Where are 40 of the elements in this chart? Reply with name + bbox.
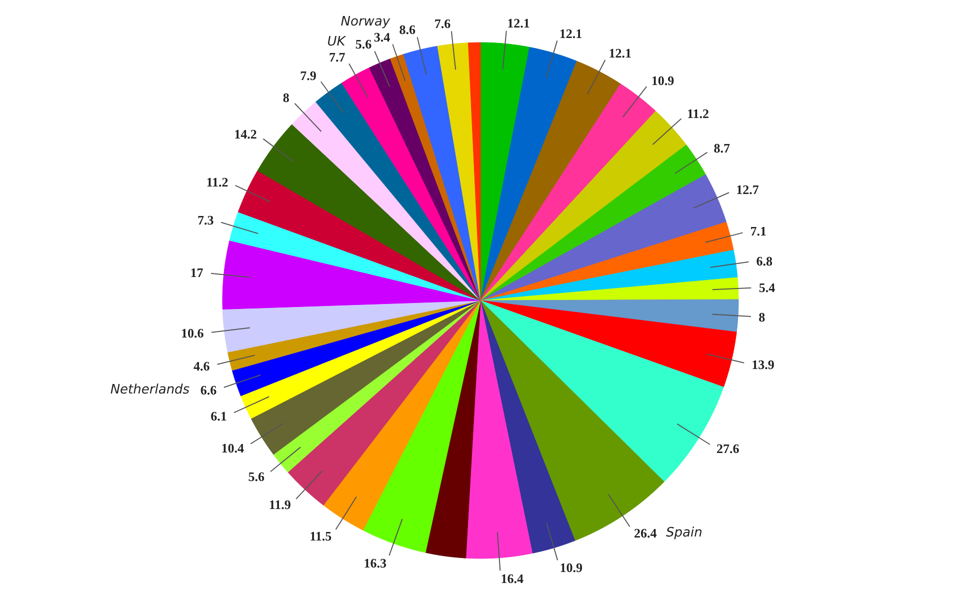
data-label: 11.5 [310,528,332,544]
slice-label: Spain [666,526,702,541]
data-label: 6.1 [210,408,227,424]
data-label: 10.4 [221,440,245,456]
data-label: 6.6 [200,382,218,398]
data-label: 7.6 [434,16,452,31]
data-label: 5.6 [248,469,266,484]
data-label: 6.8 [756,253,774,268]
data-label: 12.1 [608,46,632,61]
data-label: 3.4 [374,29,391,44]
data-label: 4.6 [193,358,210,374]
slice-label: Netherlands [110,382,190,398]
data-label: 8.6 [399,22,416,38]
data-label: 16.3 [364,555,388,570]
data-label: 12.7 [736,182,760,198]
data-label: 11.9 [268,497,292,512]
data-label: 26.4 [634,526,658,541]
data-label: 10.9 [560,560,584,576]
data-label: 7.9 [300,68,317,83]
data-label: 5.4 [758,280,776,296]
data-label: 11.2 [206,174,228,190]
data-label: 5.6 [355,36,372,52]
data-label: 10.6 [181,326,204,341]
slice-label: Norway [340,14,390,30]
slice-label: UK [327,34,347,50]
data-label: 12.1 [559,26,582,41]
data-label: 7.1 [750,223,767,238]
data-label: 17 [190,265,204,280]
data-label: 7.3 [197,212,214,228]
data-label: 27.6 [716,441,740,456]
data-label: 8 [282,90,290,106]
data-label: 10.9 [651,72,675,88]
data-label: 12.1 [507,16,530,31]
data-label: 16.4 [500,570,524,586]
data-label: 11.2 [687,106,710,121]
data-label: 7.7 [329,49,346,64]
data-label: 8.7 [714,140,731,156]
data-label: 8 [758,310,766,325]
data-label: 14.2 [234,126,257,142]
data-label: 13.9 [752,357,775,372]
